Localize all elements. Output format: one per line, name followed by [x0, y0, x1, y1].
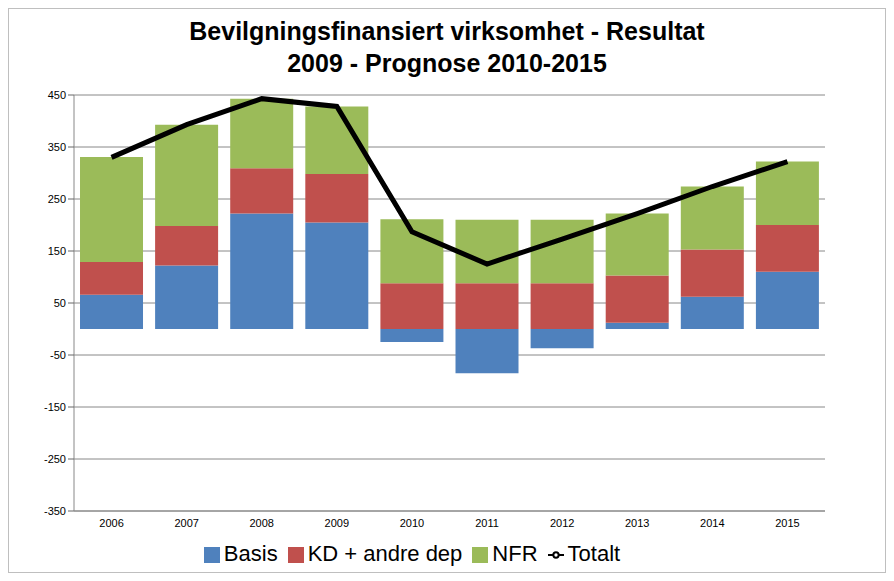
html-text:KD + andre dep: KD + andre dep — [307, 541, 463, 566]
svg-text:350: 350 — [48, 141, 66, 153]
svg-text:2009: 2009 — [325, 517, 349, 529]
svg-text:2006: 2006 — [99, 517, 123, 529]
svg-text:450: 450 — [48, 89, 66, 101]
svg-text:2012: 2012 — [550, 517, 574, 529]
html-text:Bevilgningsfinansiert virksomh: Bevilgningsfinansiert virksomhet - Resul… — [189, 17, 705, 45]
svg-text:2010: 2010 — [400, 517, 424, 529]
html-text:2009 - Prognose 2010-2015: 2009 - Prognose 2010-2015 — [287, 49, 607, 77]
svg-text:-50: -50 — [50, 349, 66, 361]
svg-text:2015: 2015 — [775, 517, 799, 529]
svg-text:250: 250 — [48, 193, 66, 205]
svg-text:2007: 2007 — [174, 517, 198, 529]
svg-text:2013: 2013 — [625, 517, 649, 529]
svg-text:150: 150 — [48, 245, 66, 257]
html-text:NFR: NFR — [492, 541, 538, 566]
svg-text:-350: -350 — [44, 505, 66, 517]
svg-text:2008: 2008 — [250, 517, 274, 529]
html-text:Totalt: Totalt — [567, 541, 621, 566]
svg-text:2011: 2011 — [475, 517, 499, 529]
svg-text:50: 50 — [54, 297, 66, 309]
svg-text:2014: 2014 — [700, 517, 724, 529]
svg-text:-250: -250 — [44, 453, 66, 465]
svg-text:-150: -150 — [44, 401, 66, 413]
html-text:Basis: Basis — [223, 541, 278, 566]
